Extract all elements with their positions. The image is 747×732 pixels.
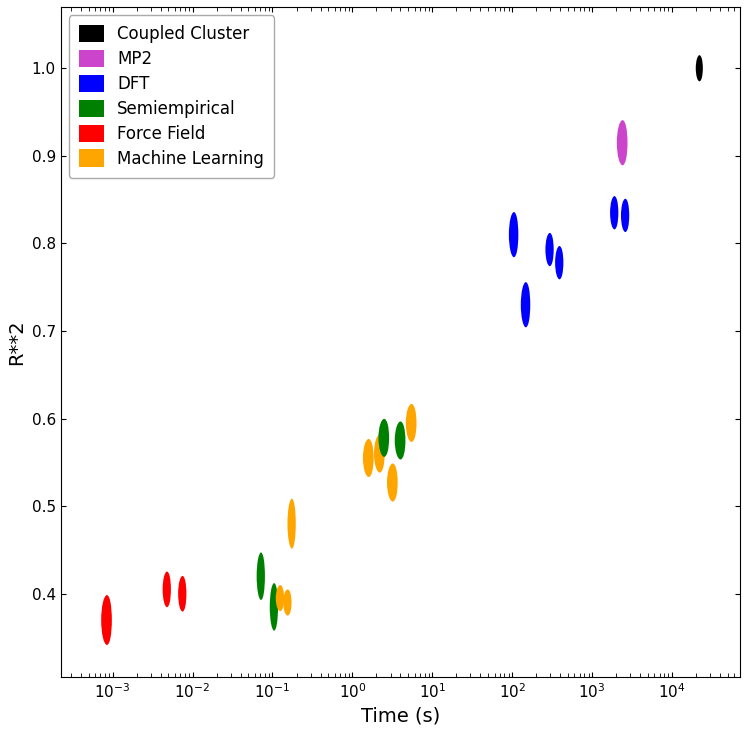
Ellipse shape — [394, 422, 406, 460]
Ellipse shape — [276, 585, 284, 611]
Y-axis label: R**2: R**2 — [7, 319, 26, 365]
Ellipse shape — [257, 553, 265, 600]
X-axis label: Time (s): Time (s) — [361, 706, 440, 725]
Ellipse shape — [379, 419, 389, 457]
Ellipse shape — [695, 55, 703, 81]
Ellipse shape — [610, 196, 619, 229]
Ellipse shape — [288, 498, 296, 549]
Ellipse shape — [283, 589, 291, 616]
Ellipse shape — [617, 120, 627, 165]
Legend: Coupled Cluster, MP2, DFT, Semiempirical, Force Field, Machine Learning: Coupled Cluster, MP2, DFT, Semiempirical… — [69, 15, 274, 178]
Ellipse shape — [101, 595, 112, 645]
Ellipse shape — [178, 576, 187, 611]
Ellipse shape — [163, 572, 171, 607]
Ellipse shape — [521, 282, 530, 327]
Ellipse shape — [545, 233, 554, 266]
Ellipse shape — [374, 435, 385, 473]
Ellipse shape — [270, 583, 278, 631]
Ellipse shape — [621, 199, 629, 232]
Ellipse shape — [509, 212, 518, 257]
Ellipse shape — [555, 246, 563, 280]
Ellipse shape — [406, 404, 417, 442]
Ellipse shape — [363, 439, 374, 477]
Ellipse shape — [387, 463, 397, 501]
